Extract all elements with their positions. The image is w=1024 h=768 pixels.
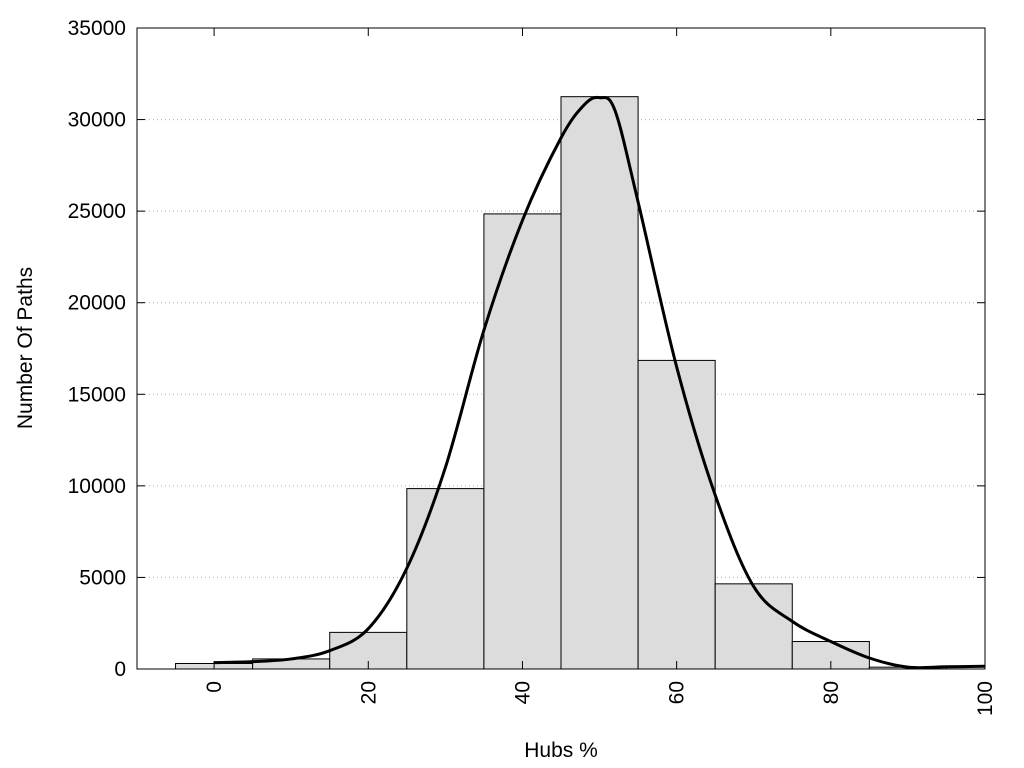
x-tick-label: 60 xyxy=(666,681,689,704)
plot-frame xyxy=(136,27,986,670)
histogram-bar xyxy=(406,488,485,670)
histogram-bar xyxy=(637,359,716,670)
x-tick-label: 20 xyxy=(357,681,380,704)
y-tick-label: 10000 xyxy=(68,475,126,498)
x-tick-label: 40 xyxy=(511,681,534,704)
y-tick-label: 25000 xyxy=(68,200,126,223)
histogram-bar xyxy=(483,213,562,670)
x-tick-label: 0 xyxy=(203,681,226,693)
y-tick-label: 0 xyxy=(114,658,126,681)
x-axis-title: Hubs % xyxy=(524,739,598,762)
y-tick-label: 35000 xyxy=(68,17,126,40)
y-tick-label: 15000 xyxy=(68,383,126,406)
y-axis-title: Number Of Paths xyxy=(14,267,37,429)
x-tick-label: 80 xyxy=(820,681,843,704)
y-tick-label: 30000 xyxy=(68,109,126,132)
histogram-bar xyxy=(560,96,639,670)
density-curve xyxy=(214,95,986,670)
y-axis-ticks: 0 5000 10000 15000 20000 25000 30000 35000 xyxy=(68,17,985,681)
bars-group xyxy=(175,96,947,670)
x-tick-label: 100 xyxy=(974,681,997,716)
y-tick-label: 20000 xyxy=(68,292,126,315)
x-axis-ticks: 0 20 40 60 80 100 xyxy=(203,28,997,716)
y-tick-label: 5000 xyxy=(79,566,126,589)
histogram-bar xyxy=(714,583,793,670)
